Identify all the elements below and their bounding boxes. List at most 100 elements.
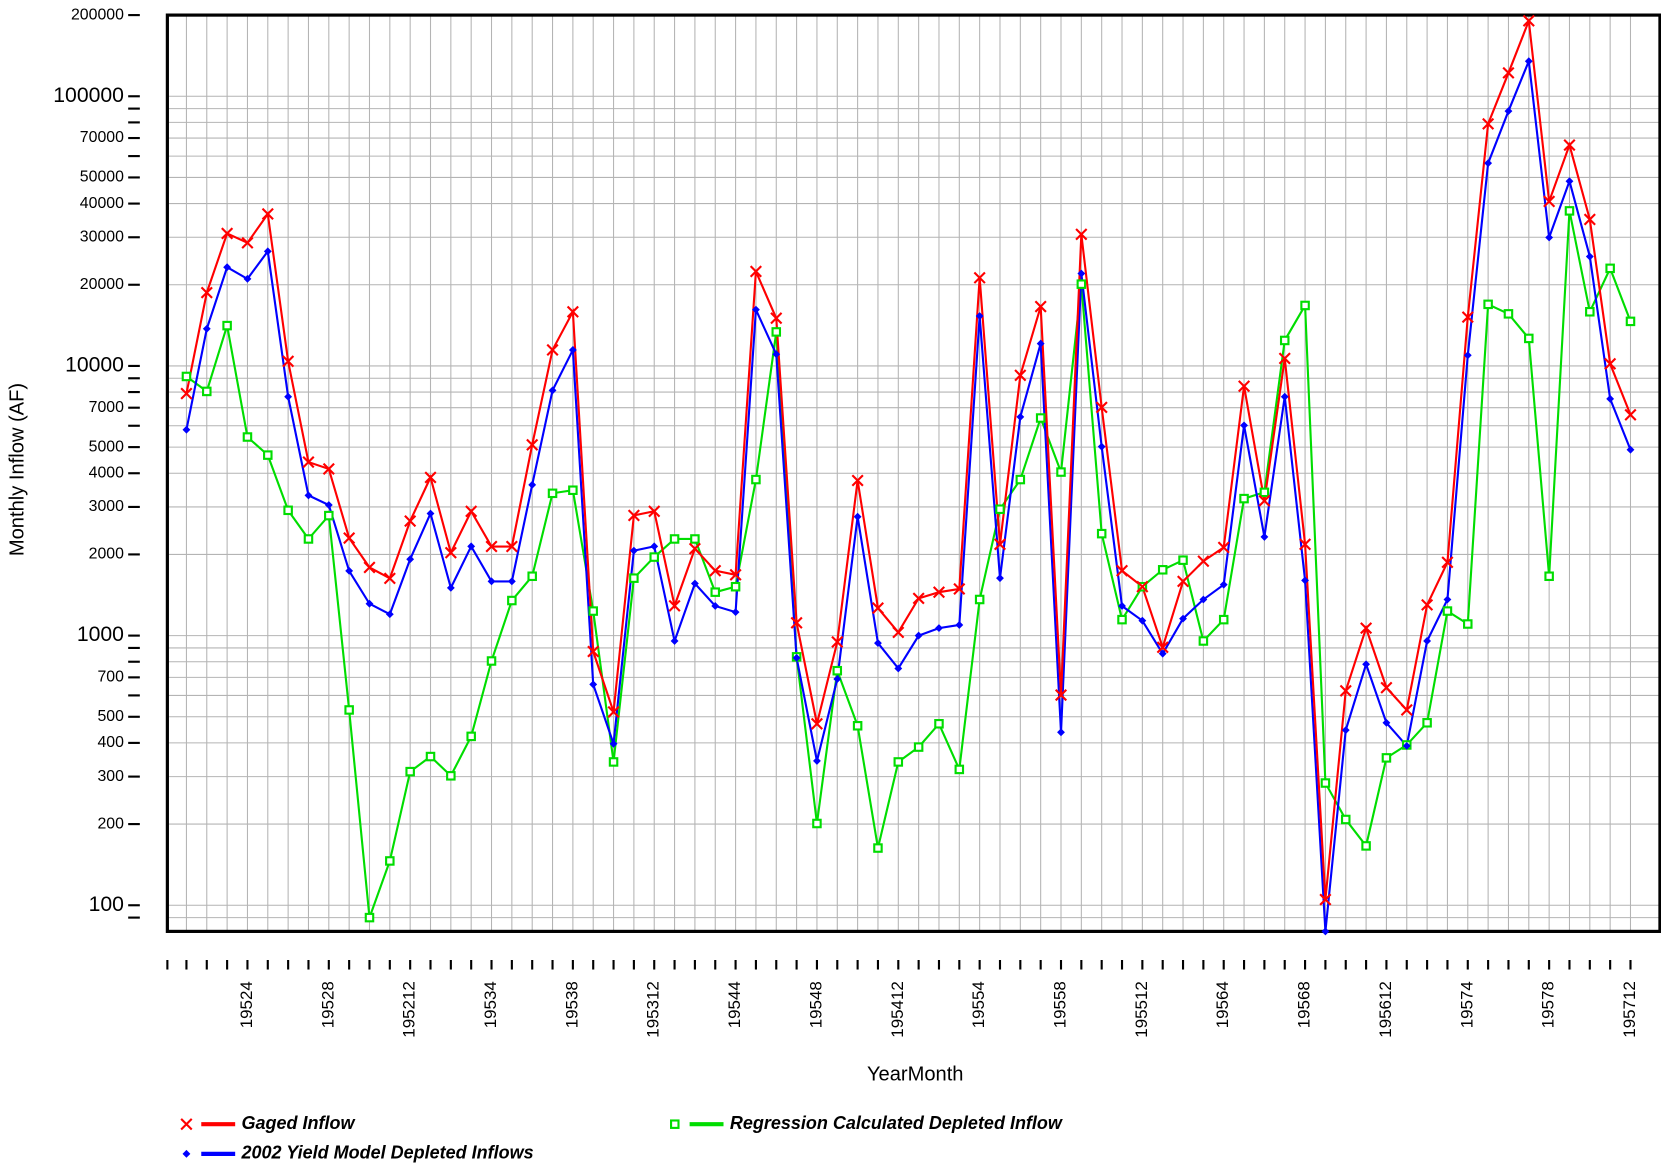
x-tick-label: 19578 — [1539, 981, 1558, 1028]
marker-diamond — [894, 664, 903, 673]
x-axis-title: YearMonth — [867, 1064, 964, 1086]
marker-diamond — [1199, 595, 1208, 604]
x-tick-label: 195412 — [888, 981, 907, 1038]
marker-stroke — [1278, 352, 1291, 365]
marker-x — [851, 474, 864, 487]
marker-diamond — [1321, 927, 1330, 936]
marker-x — [1014, 369, 1027, 382]
marker-x — [729, 568, 742, 581]
y-tick-label: 10000 — [65, 354, 124, 377]
y-tick-label: 500 — [97, 708, 124, 725]
marker-diamond — [365, 599, 374, 608]
marker-stroke — [648, 505, 661, 518]
marker-square — [1096, 528, 1107, 539]
marker-square — [1340, 814, 1351, 825]
y-tick-label: 300 — [97, 768, 124, 785]
marker-diamond — [467, 542, 476, 551]
marker-diamond — [1341, 726, 1350, 735]
marker-stroke — [770, 312, 783, 325]
marker-stroke — [729, 568, 742, 581]
marker-x — [1197, 555, 1210, 568]
marker-stroke — [1461, 311, 1474, 324]
y-tick-label: 400 — [97, 734, 124, 751]
marker-square — [1178, 555, 1188, 565]
marker-stroke — [200, 286, 213, 299]
marker-stroke — [1238, 380, 1251, 393]
marker-stroke — [1522, 14, 1535, 27]
marker-stroke — [424, 471, 437, 484]
marker-stroke — [1482, 117, 1495, 130]
marker-x — [627, 509, 640, 522]
marker-square — [1117, 614, 1127, 625]
marker-x — [871, 602, 885, 615]
marker-x — [1421, 598, 1434, 611]
marker-square — [446, 771, 456, 781]
marker-diamond — [202, 324, 211, 333]
marker-stroke — [404, 514, 417, 528]
marker-x — [485, 540, 498, 553]
marker-stroke — [1543, 195, 1556, 208]
marker-diamond — [1280, 392, 1289, 401]
marker-stroke — [912, 592, 925, 605]
marker-diamond — [996, 574, 1004, 583]
legend-label: Regression Calculated Depleted Inflow — [730, 1113, 1063, 1133]
marker-x — [607, 705, 620, 719]
marker-x — [180, 387, 193, 400]
marker-stroke — [180, 387, 193, 400]
series-line — [185, 20, 1632, 900]
marker-stroke — [302, 456, 315, 469]
marker-diamond — [1016, 412, 1025, 421]
marker-diamond — [1565, 177, 1574, 186]
marker-diamond — [223, 263, 232, 272]
marker-square — [1218, 614, 1229, 625]
marker-x — [587, 645, 600, 658]
marker-stroke — [343, 532, 356, 545]
marker-x — [241, 236, 254, 249]
marker-x — [566, 305, 579, 318]
marker-square — [1544, 571, 1554, 582]
marker-diamond — [874, 639, 882, 648]
marker-stroke — [546, 343, 559, 357]
marker-square — [303, 534, 314, 544]
marker-square — [364, 912, 375, 923]
marker-square — [1585, 307, 1595, 317]
marker-square — [344, 705, 354, 715]
marker-diamond — [182, 1149, 191, 1158]
marker-stroke — [749, 265, 762, 278]
marker-diamond — [345, 566, 354, 575]
marker-square — [1300, 300, 1310, 311]
legend-item: 2002 Yield Model Depleted Inflows — [182, 1143, 534, 1163]
marker-x — [180, 1118, 193, 1131]
marker-x — [261, 207, 274, 221]
marker-square — [1361, 841, 1371, 851]
x-tick-label: 19564 — [1213, 981, 1232, 1028]
marker-stroke — [993, 538, 1007, 551]
x-tick-label: 19554 — [969, 981, 988, 1028]
marker-x — [709, 564, 722, 577]
marker-square — [974, 594, 985, 605]
marker-stroke — [1136, 580, 1149, 593]
marker-diamond — [1545, 233, 1554, 242]
marker-stroke — [180, 1118, 193, 1131]
marker-diamond — [1443, 595, 1452, 604]
marker-diamond — [751, 305, 760, 314]
marker-stroke — [587, 645, 600, 658]
marker-square — [649, 552, 659, 562]
marker-stroke — [485, 540, 498, 553]
marker-square — [385, 856, 395, 866]
marker-square — [222, 320, 232, 331]
marker-square — [1259, 487, 1270, 498]
marker-stroke — [1054, 688, 1068, 702]
x-tick-label: 195612 — [1376, 981, 1395, 1038]
marker-x — [302, 456, 315, 469]
marker-stroke — [505, 540, 518, 553]
marker-square — [1015, 474, 1026, 485]
marker-x — [505, 540, 518, 553]
y-tick-label: 7000 — [89, 399, 124, 416]
marker-diamond — [1179, 614, 1187, 623]
marker-stroke — [1624, 408, 1637, 421]
marker-x — [1482, 117, 1495, 130]
marker-diamond — [1057, 728, 1065, 737]
marker-diamond — [853, 512, 862, 521]
